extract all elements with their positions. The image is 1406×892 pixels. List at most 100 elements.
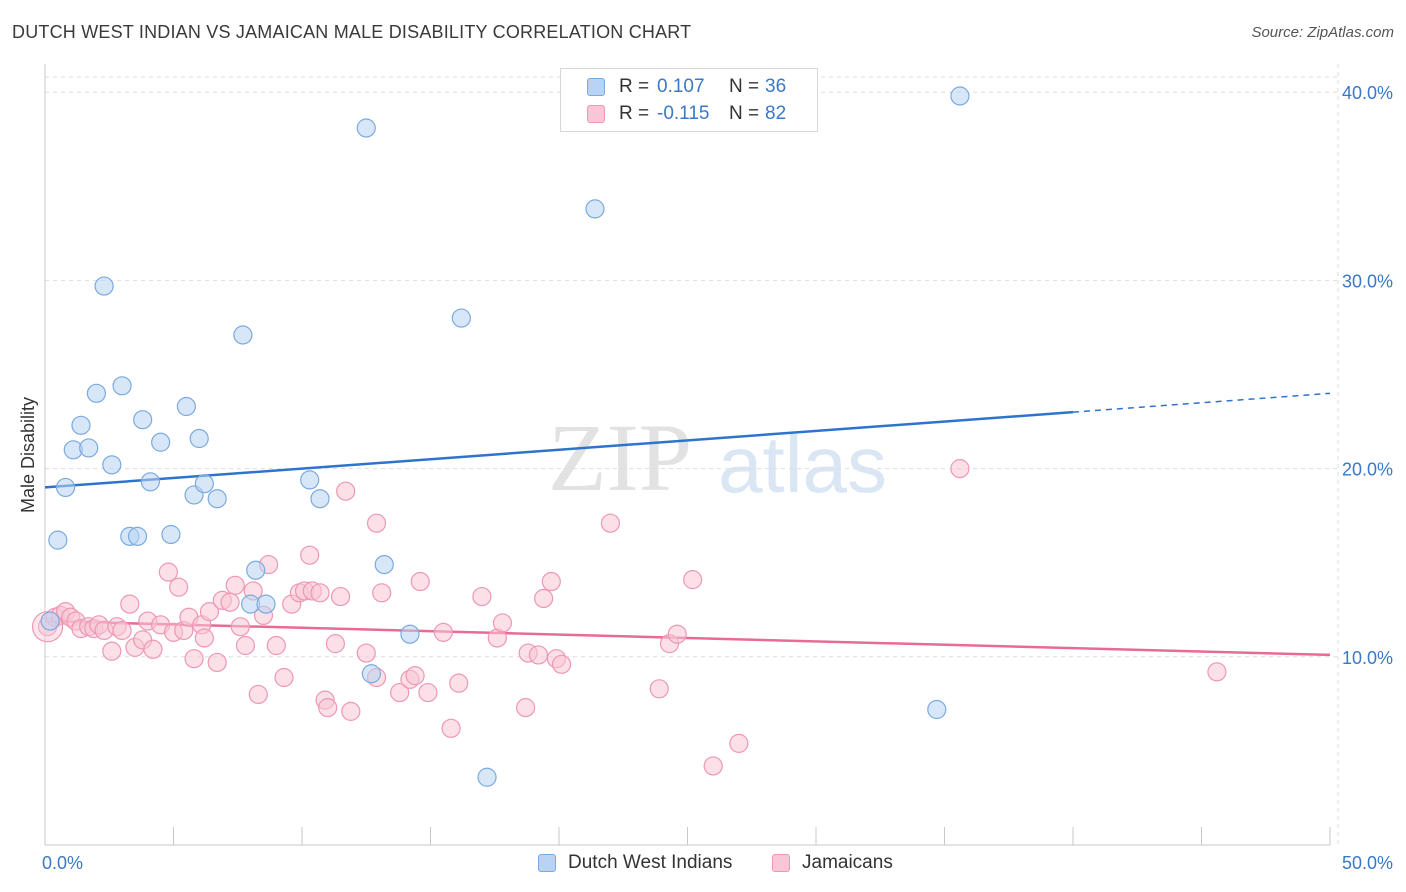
legend-item-jamaicans[interactable]: Jamaicans: [772, 852, 893, 874]
dutch-west-indian-point: [361, 664, 381, 684]
jamaican-point: [729, 733, 749, 753]
jamaican-point: [541, 571, 561, 592]
legend-n-value: 82: [765, 103, 787, 124]
jamaican-point: [325, 634, 346, 654]
dutch-west-indian-point: [256, 594, 276, 614]
dutch-west-indian-point: [246, 560, 266, 580]
jamaican-point: [1207, 662, 1227, 682]
jamaican-point: [528, 645, 549, 665]
legend-r-value: -0.115: [657, 103, 710, 124]
legend-item-dutch-west-indians[interactable]: Dutch West Indians: [538, 852, 732, 874]
jamaican-point: [194, 628, 214, 648]
dutch-west-indian-point: [300, 470, 320, 490]
stats-legend: R = 0.107 N = 36 R = -0.115 N = 82: [560, 68, 818, 132]
jamaican-point: [950, 459, 970, 479]
legend-row-dutch-west-indians: R = 0.107 N = 36: [587, 75, 786, 99]
legend-label: Jamaicans: [802, 852, 893, 873]
x-tick-label: 50.0%: [1342, 853, 1393, 873]
dutch-west-indian-point: [950, 86, 970, 106]
jamaican-point: [667, 624, 687, 644]
dutch-west-indian-point: [94, 276, 114, 296]
jamaican-point: [310, 583, 330, 603]
dutch-west-indian-point: [477, 767, 497, 787]
dutch-west-indian-point: [151, 432, 171, 452]
legend-r-label: R =: [619, 103, 650, 124]
y-tick-label: 20.0%: [1342, 460, 1393, 480]
jamaican-point: [515, 698, 536, 718]
watermark-zip: ZIP: [548, 404, 692, 511]
jamaican-point: [266, 635, 286, 656]
jamaican-point: [472, 586, 492, 607]
jamaican-point: [683, 570, 703, 590]
dutch-west-indian-point: [356, 118, 376, 138]
jamaican-point: [703, 756, 723, 776]
dutch-west-indian-point: [585, 199, 605, 219]
jamaican-point: [492, 613, 513, 633]
watermark: ZIP atlas: [548, 404, 887, 511]
jamaican-point: [372, 583, 392, 603]
dutch-west-indians-trend-line: [44, 410, 1074, 489]
dutch-west-indian-point: [927, 699, 947, 720]
jamaican-point: [169, 577, 189, 597]
y-tick-label: 10.0%: [1342, 648, 1393, 668]
dutch-west-indian-point: [451, 308, 471, 328]
jamaican-point: [433, 622, 453, 642]
dutch-west-indian-point: [86, 383, 107, 403]
jamaican-point: [533, 588, 554, 609]
jamaican-point: [330, 586, 351, 607]
jamaican-point: [649, 679, 669, 699]
dutch-west-indian-point: [207, 489, 227, 509]
jamaican-point: [158, 562, 178, 582]
jamaican-point: [336, 481, 356, 501]
dutch-west-indian-point: [310, 489, 330, 509]
jamaican-point: [405, 666, 425, 686]
legend-label: Dutch West Indians: [568, 852, 733, 873]
jamaican-point: [112, 620, 132, 641]
jamaican-point: [600, 513, 621, 533]
watermark-atlas: atlas: [718, 420, 887, 509]
jamaican-point: [235, 635, 256, 656]
dutch-west-indian-point: [127, 526, 148, 546]
jamaican-point: [356, 643, 376, 663]
dutch-west-indian-point: [400, 624, 420, 644]
y-axis-label: Male Disability: [18, 397, 38, 513]
dutch-west-indian-point: [233, 325, 253, 345]
dutch-west-indian-point: [374, 554, 394, 575]
jamaican-point: [143, 639, 163, 659]
jamaican-point: [341, 701, 361, 721]
y-tick-label: 40.0%: [1342, 83, 1393, 103]
legend-swatch-pink: [587, 105, 605, 123]
jamaican-point: [449, 673, 469, 693]
jamaican-point: [199, 602, 220, 622]
jamaican-point: [410, 571, 430, 592]
dutch-west-indian-point: [176, 396, 196, 417]
dutch-west-indian-point: [48, 530, 68, 550]
dutch-west-indian-point: [140, 472, 160, 492]
dutch-west-indian-point: [40, 611, 60, 631]
jamaican-point: [220, 592, 240, 612]
dutch-west-indians-trend-extension: [1072, 392, 1331, 413]
x-tick-label: 0.0%: [42, 853, 83, 873]
y-tick-label: 30.0%: [1342, 271, 1393, 291]
dutch-west-indian-point: [133, 410, 153, 430]
jamaicans-trend-line: [44, 619, 1331, 657]
jamaican-point: [184, 649, 204, 669]
jamaican-point: [225, 575, 245, 595]
dutch-west-indian-point: [102, 455, 122, 475]
jamaican-point: [441, 718, 461, 738]
jamaican-point: [120, 594, 140, 614]
legend-row-jamaicans: R = -0.115 N = 82: [587, 102, 786, 126]
dutch-west-indian-point: [194, 474, 214, 494]
jamaican-point: [366, 513, 387, 533]
legend-r-label: R =: [619, 76, 650, 97]
dutch-west-indian-point: [71, 415, 91, 435]
legend-n-value: 36: [765, 76, 787, 97]
legend-n-label: N =: [729, 103, 760, 124]
jamaican-point: [551, 654, 572, 674]
jamaican-point: [318, 698, 338, 718]
jamaican-point: [390, 682, 410, 703]
jamaican-point: [102, 641, 122, 661]
chart-title: DUTCH WEST INDIAN VS JAMAICAN MALE DISAB…: [12, 22, 692, 42]
legend-r-value: 0.107: [657, 76, 705, 97]
